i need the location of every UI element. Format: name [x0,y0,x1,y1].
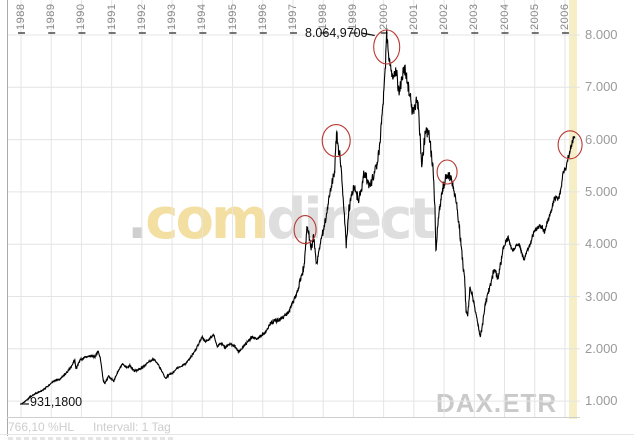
y-tick-5.000: 5.000 [585,183,618,199]
y-tick-6.000: 6.000 [585,131,618,147]
y-tick-2.000: 2.000 [585,340,618,356]
y-tick-8.000: 8.000 [585,27,618,42]
y-tick-7.000: 7.000 [585,79,618,95]
year-label-1992: 1992 [135,3,148,30]
y-tick-3.000: 3.000 [585,288,618,304]
year-label-1989: 1989 [45,3,58,30]
year-label-2001: 2001 [407,3,420,30]
y-tick-4.000: 4.000 [585,236,618,252]
all-time-high-annotation: 8.064,9700 [305,26,368,40]
y-tick-1.000: 1.000 [585,393,618,409]
year-label-1995: 1995 [226,3,239,30]
year-label-2006: 2006 [558,3,571,30]
year-label-2005: 2005 [528,3,541,30]
current-period-band [569,0,577,419]
year-label-2003: 2003 [468,3,481,30]
year-label-1996: 1996 [256,3,269,30]
series-start-annotation: 931,1800 [30,395,83,409]
year-label-1993: 1993 [166,3,179,30]
interval-text: Intervall: 1 Tag [93,420,171,434]
bottom-edge-artifact [8,437,173,440]
year-label-1988: 1988 [15,3,27,30]
chart-footer: 766,10 %HL Intervall: 1 Tag [0,419,634,435]
year-label-1991: 1991 [105,3,118,30]
year-label-1990: 1990 [75,3,88,30]
year-label-1994: 1994 [196,3,209,30]
footer-separator [0,434,634,435]
year-label-2000: 2000 [377,3,390,30]
percent-hl-text: 766,10 %HL [8,420,75,434]
year-label-2002: 2002 [438,3,451,30]
year-label-2004: 2004 [498,3,511,30]
year-label-1997: 1997 [286,3,299,30]
